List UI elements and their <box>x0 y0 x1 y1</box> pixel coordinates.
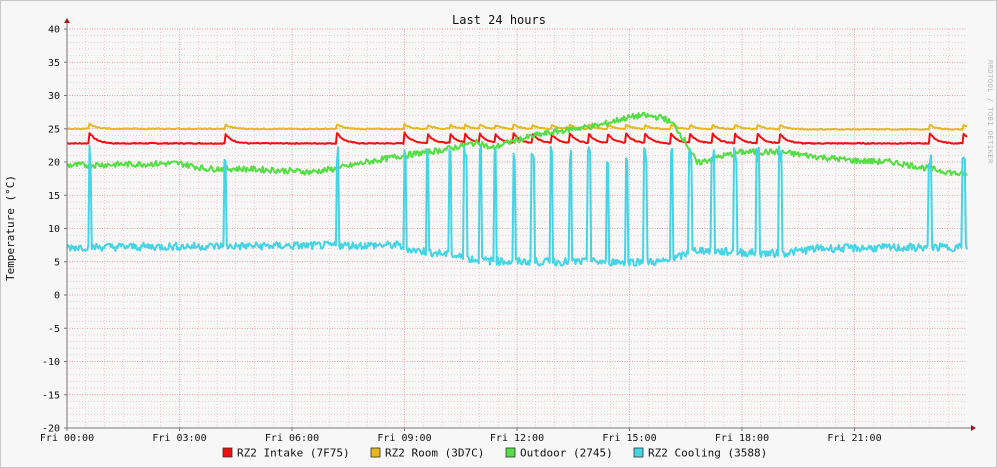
chart-title: Last 24 hours <box>452 13 546 27</box>
axes <box>64 18 976 431</box>
y-tick-label: 0 <box>54 291 60 302</box>
series-line-outdoor-2745 <box>66 111 968 178</box>
legend-label: Outdoor (2745) <box>520 447 613 460</box>
series-line-rz2-room-3d7c <box>66 122 968 131</box>
x-tick-label: Fri 12:00 <box>490 433 544 444</box>
x-tick-label: Fri 00:00 <box>40 433 94 444</box>
legend-swatch <box>370 447 381 458</box>
y-axis-arrow <box>64 18 70 23</box>
x-axis-arrow <box>971 425 976 431</box>
x-tick-labels: Fri 00:00 Fri 03:00 Fri 06:00 Fri 09:00 Fri … <box>40 433 882 444</box>
legend-swatch <box>222 447 233 458</box>
x-tick-label: Fri 09:00 <box>377 433 431 444</box>
grid <box>66 28 967 429</box>
series-layer <box>66 111 968 267</box>
y-tick-label: 20 <box>48 158 60 169</box>
legend-label: RZ2 Cooling (3588) <box>648 447 767 460</box>
x-tick-label: Fri 06:00 <box>265 433 319 444</box>
y-tick-label: 35 <box>48 58 60 69</box>
y-tick-label: 15 <box>48 191 60 202</box>
legend-swatch <box>633 447 644 458</box>
legend-label: RZ2 Room (3D7C) <box>385 447 484 460</box>
x-tick-label: Fri 15:00 <box>602 433 656 444</box>
y-tick-label: 5 <box>54 257 60 268</box>
y-tick-labels: 40 35 30 25 20 15 10 5 0 -5 -10 -15 -20 <box>42 25 60 435</box>
legend-swatch <box>505 447 516 458</box>
x-tick-label: Fri 18:00 <box>715 433 769 444</box>
y-tick-label: -15 <box>42 390 60 401</box>
legend: RZ2 Intake (7F75) RZ2 Room (3D7C) Outdoor … <box>222 447 767 460</box>
rrdtool-watermark: RRDTOOL / TOBI OETIKER <box>986 60 994 164</box>
y-tick-label: 30 <box>48 91 60 102</box>
y-tick-label: 10 <box>48 224 60 235</box>
x-tick-label: Fri 21:00 <box>827 433 881 444</box>
y-tick-label: 40 <box>48 25 60 36</box>
x-tick-label: Fri 03:00 <box>152 433 206 444</box>
y-tick-label: -10 <box>42 357 60 368</box>
legend-label: RZ2 Intake (7F75) <box>237 447 350 460</box>
y-axis-label: Temperature (°C) <box>4 175 17 281</box>
y-tick-label: -5 <box>48 324 60 335</box>
series-line-rz2-cooling-3588 <box>66 144 968 267</box>
y-tick-label: -20 <box>42 424 60 435</box>
y-tick-label: 25 <box>48 124 60 135</box>
